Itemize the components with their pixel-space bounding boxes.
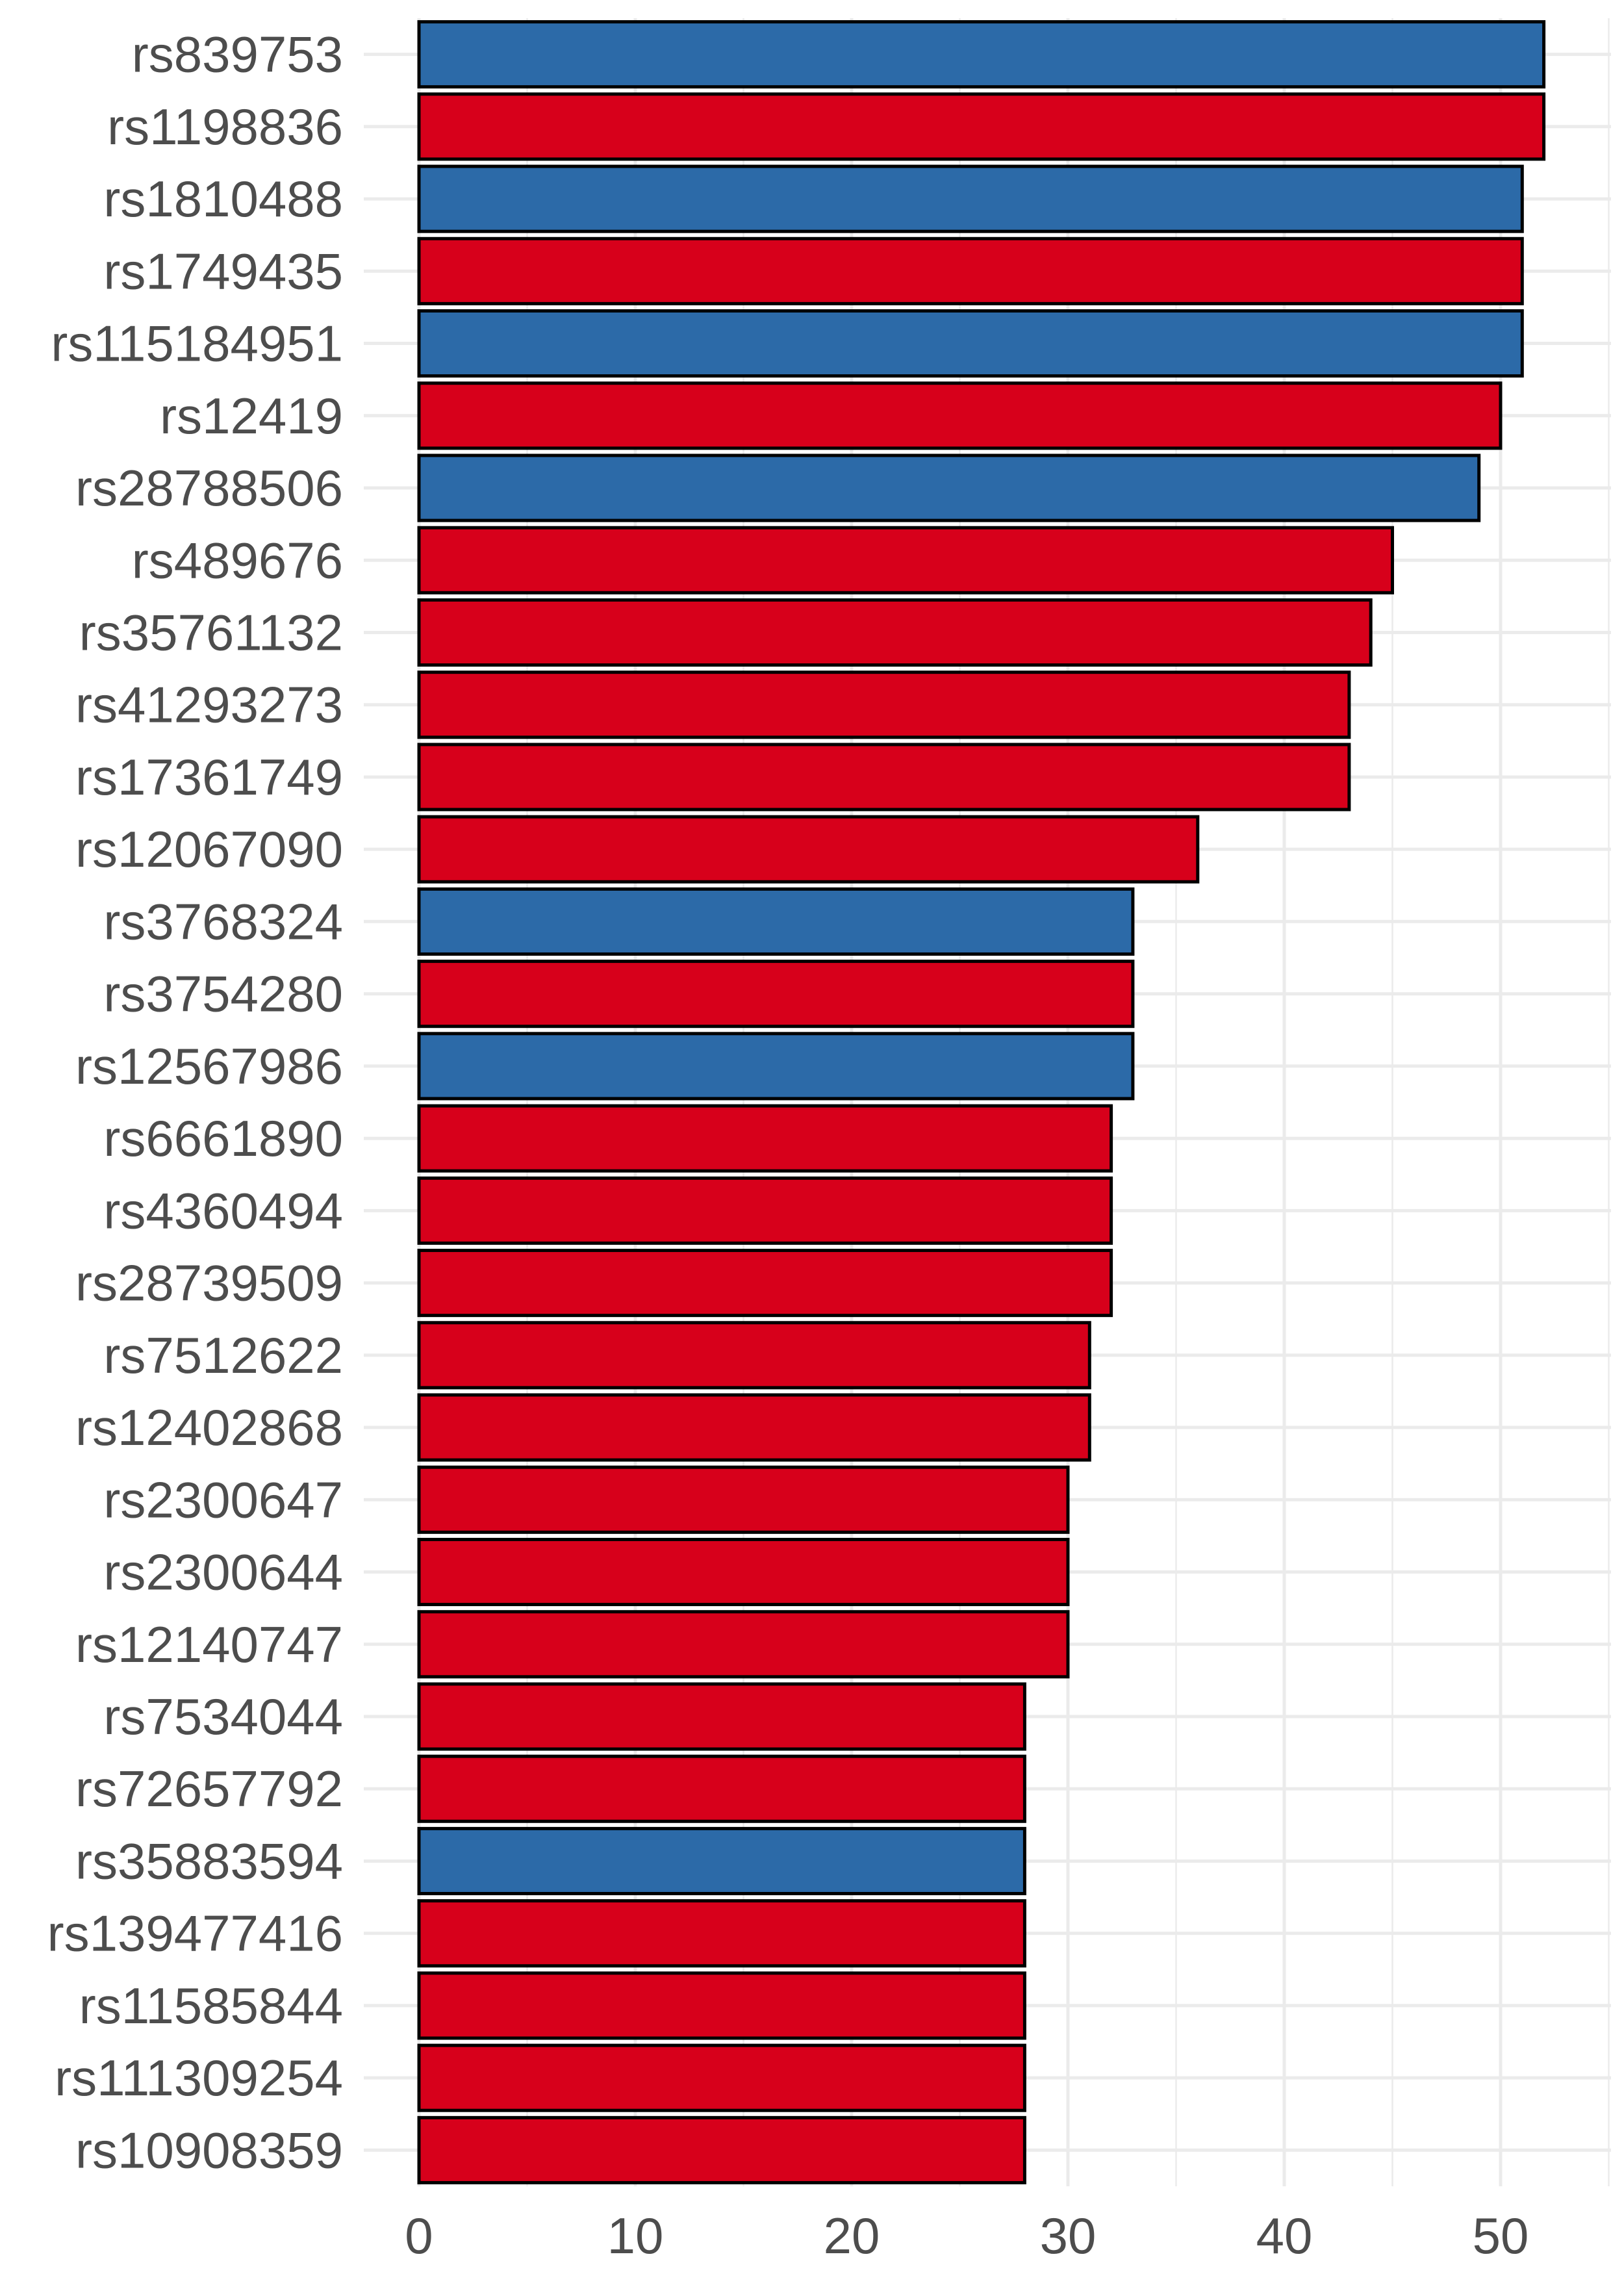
bar-rs12140747 — [417, 1610, 1070, 1679]
y-tick-label: rs12067090 — [75, 821, 343, 878]
x-tick-label: 40 — [1256, 2207, 1313, 2264]
y-tick-label: rs41293273 — [75, 676, 343, 734]
y-tick-label: rs35883594 — [75, 1832, 343, 1889]
y-tick-label: rs12419 — [160, 387, 343, 444]
y-tick-label: rs1749435 — [103, 242, 343, 300]
bar-rs12067090 — [417, 815, 1200, 884]
y-tick-label: rs4360494 — [103, 1182, 343, 1239]
y-tick-label: rs2300644 — [103, 1544, 343, 1601]
bar-rs1810488 — [417, 164, 1524, 233]
bars — [417, 20, 1546, 2184]
y-tick-label: rs115184951 — [51, 315, 343, 372]
bar-rs6661890 — [417, 1104, 1113, 1173]
x-tick-label: 50 — [1473, 2207, 1529, 2264]
bar-rs489676 — [417, 526, 1394, 594]
y-tick-label: rs35761132 — [79, 604, 343, 661]
bar-rs35761132 — [417, 598, 1373, 667]
y-axis-labels: rs839753 rs1198836 rs1810488 rs1749435 rs115… — [47, 26, 343, 2179]
y-tick-label: rs12567986 — [75, 1038, 343, 1095]
bar-rs28739509 — [417, 1249, 1113, 1318]
y-tick-label: rs11585844 — [79, 1977, 343, 2034]
bar-rs2300647 — [417, 1465, 1070, 1534]
bar-rs72657792 — [417, 1754, 1026, 1823]
bar-rs12402868 — [417, 1393, 1091, 1462]
y-tick-label: rs12140747 — [75, 1616, 343, 1673]
y-tick-label: rs3754280 — [103, 965, 343, 1023]
bar-rs7512622 — [417, 1321, 1091, 1390]
x-tick-label: 10 — [607, 2207, 664, 2264]
bar-rs10908359 — [417, 2115, 1026, 2184]
bar-rs111309254 — [417, 2043, 1026, 2112]
y-tick-label: rs1198836 — [107, 98, 343, 155]
y-tick-label: rs72657792 — [75, 1760, 343, 1817]
y-tick-label: rs111309254 — [55, 2049, 343, 2106]
bar-rs1198836 — [417, 92, 1546, 161]
y-tick-label: rs839753 — [132, 26, 343, 83]
bar-rs41293273 — [417, 671, 1351, 739]
bar-rs28788506 — [417, 454, 1481, 522]
y-tick-label: rs1810488 — [103, 170, 343, 227]
bar-rs2300644 — [417, 1537, 1070, 1607]
y-tick-label: rs139477416 — [47, 1905, 343, 1962]
bar-rs11585844 — [417, 1971, 1026, 2040]
y-tick-label: rs7512622 — [103, 1327, 343, 1384]
bar-rs17361749 — [417, 743, 1351, 811]
x-tick-label: 0 — [405, 2207, 433, 2264]
y-tick-label: rs28788506 — [75, 459, 343, 517]
y-tick-label: rs28739509 — [75, 1255, 343, 1312]
bar-rs115184951 — [417, 309, 1524, 378]
x-axis-labels: 0 10 20 30 40 50 — [405, 2207, 1529, 2264]
y-tick-label: rs17361749 — [75, 748, 343, 806]
bar-rs139477416 — [417, 1899, 1026, 1968]
bar-rs3754280 — [417, 960, 1135, 1028]
bar-rs3768324 — [417, 887, 1135, 956]
bar-rs12567986 — [417, 1032, 1135, 1101]
y-tick-label: rs12402868 — [75, 1399, 343, 1456]
x-tick-label: 30 — [1040, 2207, 1097, 2264]
x-tick-label: 20 — [824, 2207, 880, 2264]
bar-rs7534044 — [417, 1682, 1026, 1751]
y-tick-label: rs7534044 — [103, 1688, 343, 1745]
y-tick-label: rs2300647 — [103, 1471, 343, 1528]
bar-rs1749435 — [417, 236, 1524, 305]
bar-rs12419 — [417, 381, 1503, 450]
y-tick-label: rs6661890 — [103, 1110, 343, 1167]
y-tick-label: rs10908359 — [75, 2121, 343, 2178]
y-tick-label: rs489676 — [132, 531, 343, 589]
bar-rs35883594 — [417, 1826, 1026, 1896]
bar-rs839753 — [417, 20, 1546, 89]
bar-rs4360494 — [417, 1176, 1113, 1245]
y-tick-label: rs3768324 — [103, 893, 343, 950]
